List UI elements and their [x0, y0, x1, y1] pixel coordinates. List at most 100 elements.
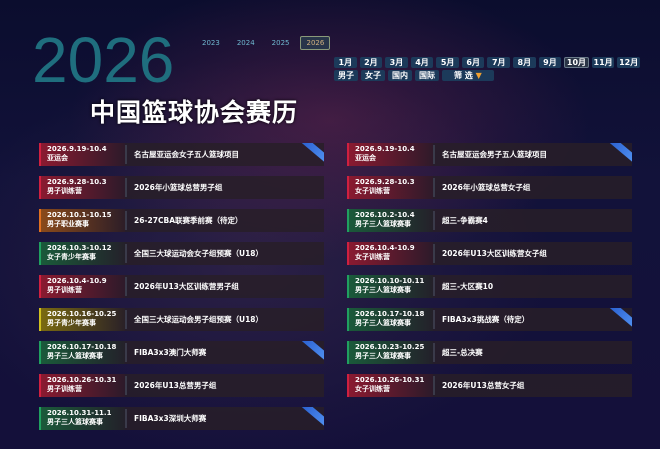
corner-ribbon — [301, 143, 324, 162]
event-list-left: 2026.9.19-10.4 亚运会 名古屋亚运会女子五人篮球项目 2026.9.28… — [39, 143, 324, 440]
event-date: 2026.10.2-10.4 — [355, 211, 415, 219]
month-tab[interactable]: 8月 — [513, 57, 536, 68]
month-tab[interactable]: 10月 — [564, 57, 589, 68]
year-tab-2024[interactable]: 2024 — [236, 39, 255, 47]
event-date-block: 2026.10.26-10.31 女子训练营 — [347, 374, 433, 397]
event-date-block: 2026.10.2-10.4 男子三人篮球赛事 — [347, 209, 433, 232]
month-tab[interactable]: 1月 — [334, 57, 357, 68]
divider — [125, 376, 127, 395]
event-date: 2026.10.26-10.31 — [47, 376, 117, 384]
event-item[interactable]: 2026.10.31-11.1 男子三人篮球赛事 FIBA3x3深圳大师赛 — [39, 407, 324, 430]
event-date-block: 2026.10.10-10.11 男子三人篮球赛事 — [347, 275, 433, 298]
event-item[interactable]: 2026.9.28-10.3 女子训练营 2026年小篮球总营女子组 — [347, 176, 632, 199]
event-item[interactable]: 2026.10.17-10.18 男子三人篮球赛事 FIBA3x3澳门大师赛 — [39, 341, 324, 364]
divider — [125, 178, 127, 197]
event-item[interactable]: 2026.10.4-10.9 男子训练营 2026年U13大区训练营男子组 — [39, 275, 324, 298]
event-type: 男子训练营 — [47, 385, 82, 393]
event-item[interactable]: 2026.10.16-10.25 男子青少年赛事 全国三大球运动会男子组预赛（U18… — [39, 308, 324, 331]
month-tab[interactable]: 9月 — [538, 57, 562, 68]
event-type: 男子三人篮球赛事 — [355, 352, 411, 360]
event-name: 名古屋亚运会男子五人篮球项目 — [442, 150, 547, 159]
category-tab[interactable]: 国内 — [388, 70, 412, 81]
divider — [125, 310, 127, 329]
event-list-right: 2026.9.19-10.4 亚运会 名古屋亚运会男子五人篮球项目 2026.9.28… — [347, 143, 632, 407]
divider — [433, 277, 435, 296]
event-name: 名古屋亚运会女子五人篮球项目 — [134, 150, 239, 159]
event-type: 女子训练营 — [355, 187, 390, 195]
category-tab[interactable]: 女子 — [361, 70, 385, 81]
divider — [433, 178, 435, 197]
event-type: 男子三人篮球赛事 — [47, 352, 103, 360]
event-date-block: 2026.10.31-11.1 男子三人篮球赛事 — [39, 407, 125, 430]
event-type: 男子职业赛事 — [47, 220, 89, 228]
corner-ribbon — [609, 143, 632, 162]
event-date-block: 2026.10.4-10.9 男子训练营 — [39, 275, 125, 298]
event-name: 2026年小篮球总营女子组 — [442, 183, 531, 192]
event-name: 2026年小篮球总营男子组 — [134, 183, 223, 192]
event-type: 女子训练营 — [355, 253, 390, 261]
event-date-block: 2026.10.16-10.25 男子青少年赛事 — [39, 308, 125, 331]
event-date-block: 2026.10.17-10.18 男子三人篮球赛事 — [39, 341, 125, 364]
event-name: 2026年U13大区训练营男子组 — [134, 282, 239, 291]
event-date: 2026.10.23-10.25 — [355, 343, 425, 351]
filter-panel: 1月 2月 3月 4月 5月 6月 7月 8月 9月 10月 11月 12月 男子 女子 国内 国际筛 选 … — [334, 57, 640, 83]
month-tab[interactable]: 5月 — [436, 57, 459, 68]
event-name: 超三-大区赛10 — [442, 282, 494, 291]
event-item[interactable]: 2026.10.26-10.31 男子训练营 2026年U13总营男子组 — [39, 374, 324, 397]
month-tab[interactable]: 7月 — [487, 57, 511, 68]
event-item[interactable]: 2026.10.26-10.31 女子训练营 2026年U13总营女子组 — [347, 374, 632, 397]
divider — [433, 310, 435, 329]
event-type: 男子青少年赛事 — [47, 319, 96, 327]
event-type: 男子训练营 — [47, 187, 82, 195]
category-tab[interactable]: 男子 — [334, 70, 358, 81]
event-date-block: 2026.10.17-10.18 男子三人篮球赛事 — [347, 308, 433, 331]
event-item[interactable]: 2026.10.2-10.4 男子三人篮球赛事 超三-争霸赛4 — [347, 209, 632, 232]
month-tab[interactable]: 6月 — [461, 57, 485, 68]
event-date-block: 2026.10.3-10.12 女子青少年赛事 — [39, 242, 125, 265]
month-tab[interactable]: 11月 — [591, 57, 615, 68]
month-filter: 1月 2月 3月 4月 5月 6月 7月 8月 9月 10月 11月 12月 — [334, 57, 640, 68]
event-date: 2026.10.26-10.31 — [355, 376, 425, 384]
month-tab[interactable]: 12月 — [617, 57, 640, 68]
event-date: 2026.10.16-10.25 — [47, 310, 117, 318]
event-date-block: 2026.9.28-10.3 女子训练营 — [347, 176, 433, 199]
event-date-block: 2026.9.19-10.4 亚运会 — [347, 143, 433, 166]
corner-ribbon — [609, 308, 632, 327]
event-date-block: 2026.9.28-10.3 男子训练营 — [39, 176, 125, 199]
divider — [433, 244, 435, 263]
year-tab-2023[interactable]: 2023 — [202, 39, 220, 47]
event-item[interactable]: 2026.10.10-10.11 男子三人篮球赛事 超三-大区赛10 — [347, 275, 632, 298]
category-filter: 男子 女子 国内 国际筛 选 ▼ — [334, 70, 640, 81]
event-item[interactable]: 2026.9.19-10.4 亚运会 名古屋亚运会女子五人篮球项目 — [39, 143, 324, 166]
event-item[interactable]: 2026.10.1-10.15 男子职业赛事 26-27CBA联赛季前赛（待定） — [39, 209, 324, 232]
event-item[interactable]: 2026.9.19-10.4 亚运会 名古屋亚运会男子五人篮球项目 — [347, 143, 632, 166]
event-item[interactable]: 2026.10.23-10.25 男子三人篮球赛事 超三-总决赛 — [347, 341, 632, 364]
event-item[interactable]: 2026.10.3-10.12 女子青少年赛事 全国三大球运动会女子组预赛（U18） — [39, 242, 324, 265]
event-type: 男子训练营 — [47, 286, 82, 294]
background-year: 2026 — [32, 24, 175, 96]
month-tab[interactable]: 3月 — [385, 57, 408, 68]
event-name: 2026年U13大区训练营女子组 — [442, 249, 547, 258]
event-type: 女子训练营 — [355, 385, 390, 393]
filter-button[interactable]: 筛 选 ▼ — [442, 70, 494, 81]
event-name: 26-27CBA联赛季前赛（待定） — [134, 216, 243, 225]
corner-ribbon — [301, 407, 324, 426]
event-item[interactable]: 2026.9.28-10.3 男子训练营 2026年小篮球总营男子组 — [39, 176, 324, 199]
event-date-block: 2026.10.23-10.25 男子三人篮球赛事 — [347, 341, 433, 364]
event-date: 2026.10.3-10.12 — [47, 244, 112, 252]
event-item[interactable]: 2026.10.4-10.9 女子训练营 2026年U13大区训练营女子组 — [347, 242, 632, 265]
event-type: 男子三人篮球赛事 — [355, 220, 411, 228]
event-date: 2026.10.10-10.11 — [355, 277, 425, 285]
divider — [125, 145, 127, 164]
divider — [125, 277, 127, 296]
event-type: 男子三人篮球赛事 — [47, 418, 103, 426]
event-item[interactable]: 2026.10.17-10.18 男子三人篮球赛事 FIBA3x3挑战赛（待定） — [347, 308, 632, 331]
divider — [125, 211, 127, 230]
category-tab[interactable]: 国际 — [415, 70, 439, 81]
year-tab-2025[interactable]: 2025 — [271, 39, 290, 47]
year-tab-2026[interactable]: 2026 — [300, 36, 331, 50]
month-tab[interactable]: 2月 — [359, 57, 383, 68]
event-type: 男子三人篮球赛事 — [355, 286, 411, 294]
event-date-block: 2026.10.26-10.31 男子训练营 — [39, 374, 125, 397]
month-tab[interactable]: 4月 — [410, 57, 434, 68]
